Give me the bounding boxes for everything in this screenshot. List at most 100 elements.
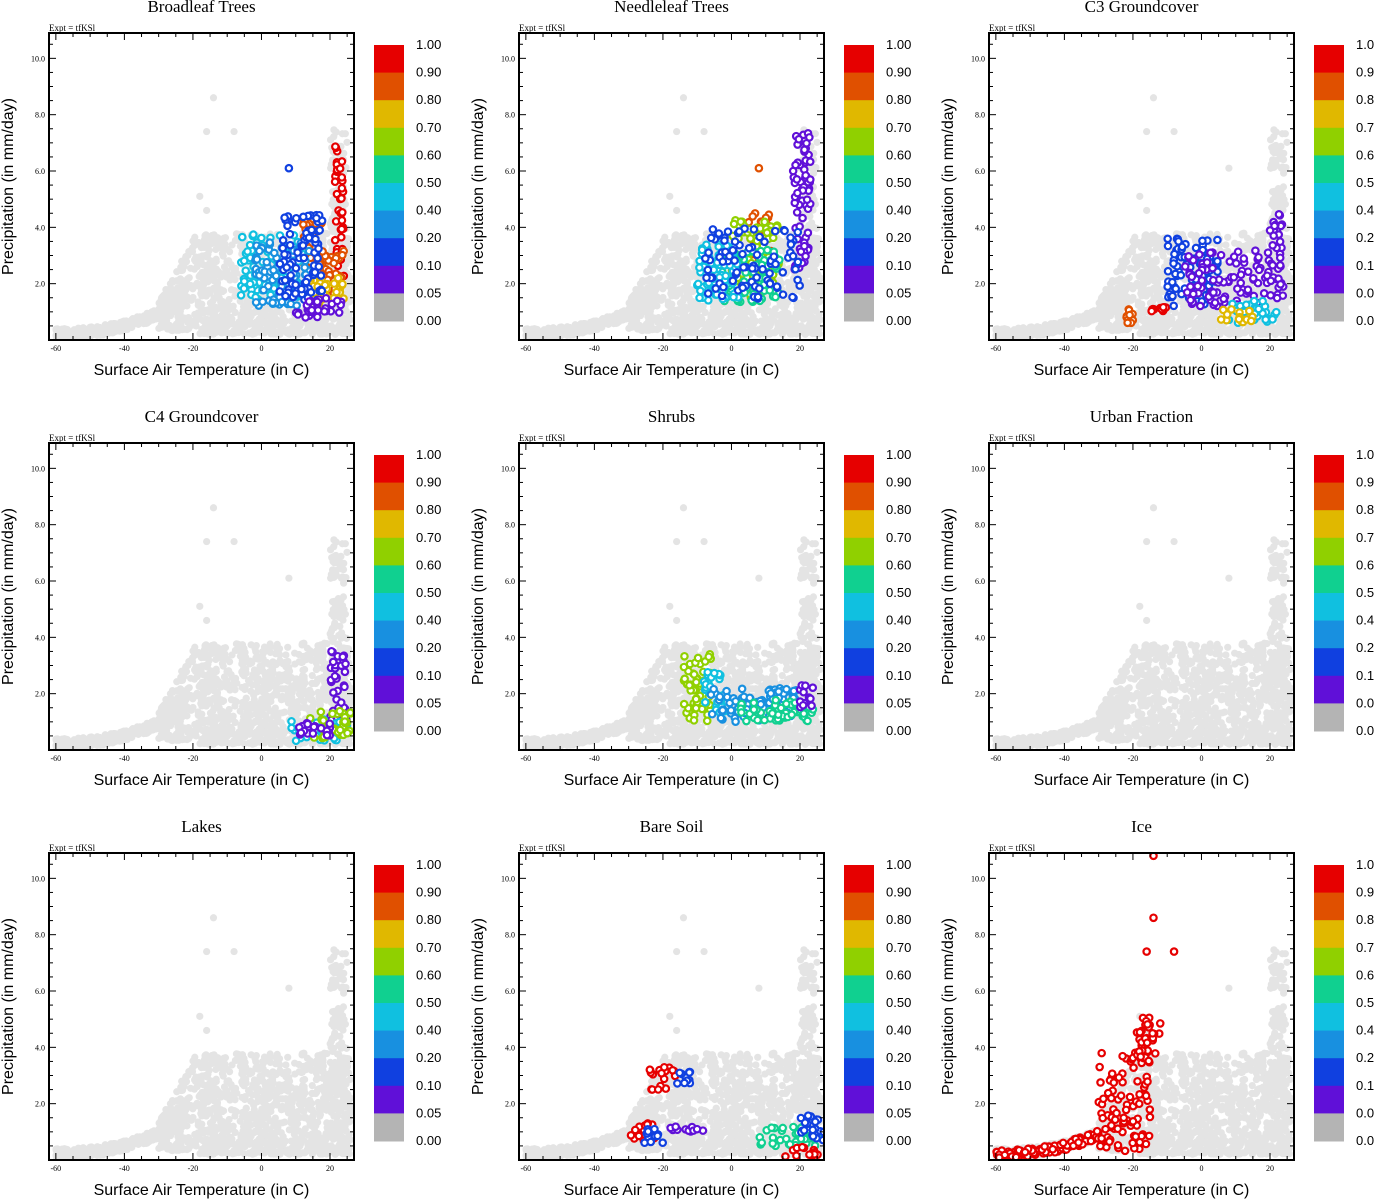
background-point [203,206,211,215]
background-point [675,233,683,241]
y-tick-label: 10.0 [501,54,515,63]
background-point [650,298,658,306]
data-point [765,279,775,289]
data-point [337,224,347,234]
background-point [323,229,331,238]
background-point [588,327,596,335]
data-point [717,291,727,301]
data-point [746,234,755,243]
background-point [1105,323,1113,331]
background-point [1224,233,1232,241]
background-point [646,307,654,315]
data-point [304,297,314,306]
background-point [1120,298,1128,306]
background-point [638,291,646,299]
background-point [688,317,696,325]
data-point [331,142,340,151]
data-point [297,284,306,294]
background-point [111,319,119,328]
data-point [802,195,812,204]
background-point [810,293,818,301]
background-point [217,273,225,281]
background-point [210,329,218,337]
background-point [1126,281,1135,290]
data-point [262,257,272,267]
background-point [609,316,617,324]
background-point [277,309,285,317]
background-point [770,316,778,324]
background-point [197,289,205,298]
data-point [769,252,779,261]
background-point [657,296,665,304]
background-point [196,330,204,338]
y-tick-label: 4.0 [505,223,515,232]
colorbar-swatch [844,265,874,294]
background-point [545,326,553,334]
colorbar-label: 0.50 [886,175,911,190]
background-point [681,303,690,311]
background-point [187,296,195,304]
background-point [203,322,212,330]
data-point [695,293,704,303]
background-point [237,311,245,319]
data-point [299,253,309,263]
background-point [118,327,126,335]
colorbar-label: 0.60 [886,147,911,162]
x-tick-label: 20 [326,344,334,353]
y-axis-label: Precipitation (in mm/day) [0,98,17,275]
background-point [290,324,299,332]
data-point [793,275,802,285]
background-point [1118,266,1127,274]
background-point [675,241,683,249]
background-point [625,299,633,307]
background-point [231,292,239,300]
data-point [275,287,285,296]
data-point [257,233,266,243]
background-point [261,307,269,315]
data-point [801,251,810,261]
data-point [794,134,804,144]
colorbar-swatch [374,72,404,101]
data-point [299,220,308,229]
background-point [778,330,786,338]
colorbar-label: 1.00 [416,37,441,52]
data-point [291,213,301,223]
y-tick-label: 8.0 [505,111,515,120]
data-point [763,245,772,255]
colorbar-swatch [374,210,404,239]
colorbar-swatch [844,238,874,267]
data-point [293,310,303,319]
background-point [205,260,213,268]
background-point [780,321,788,329]
background-point [92,328,100,336]
background-point [1024,327,1032,335]
colorbar-label: 0.05 [886,285,911,300]
background-point [211,303,220,311]
background-point [654,318,662,327]
background-point [636,307,644,315]
data-point [236,290,246,300]
data-point [734,227,744,236]
data-point [307,305,317,315]
background-point [695,314,704,322]
background-point [155,299,163,307]
data-point [803,228,813,238]
background-point [304,321,312,329]
background-point [777,245,786,253]
background-point [707,311,715,319]
colorbar-label: 0.05 [416,285,441,300]
background-point [1118,279,1126,287]
data-point [332,287,341,297]
data-point [284,163,294,173]
background-point [673,206,681,215]
background-point [205,241,213,249]
background-point [1085,311,1094,319]
background-point [1123,325,1131,334]
data-point [771,259,780,269]
background-point [700,127,708,136]
background-point [220,245,228,254]
background-point [190,265,198,273]
data-point [252,255,262,264]
background-point [687,325,695,333]
